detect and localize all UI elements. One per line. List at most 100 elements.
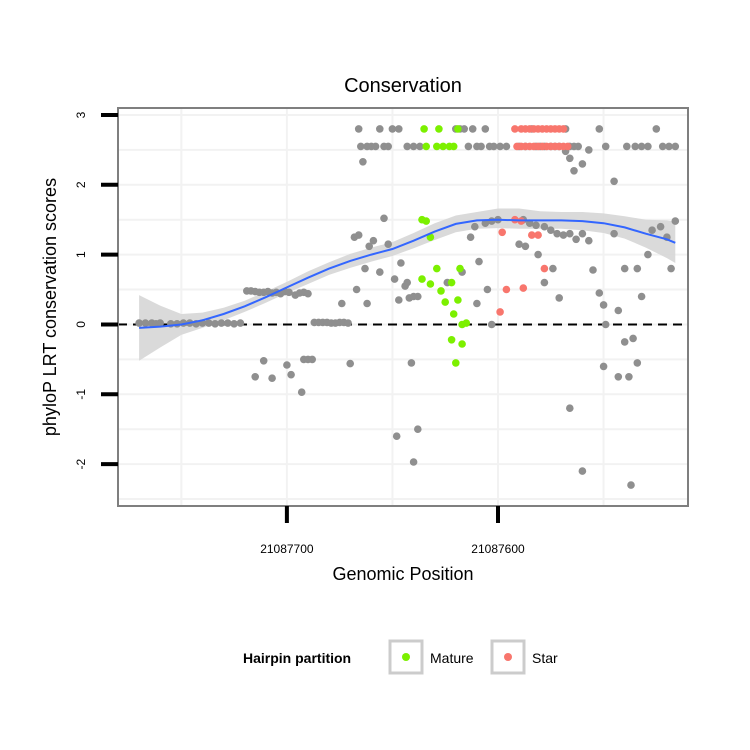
data-point-other — [572, 235, 580, 244]
data-point-other — [390, 275, 399, 283]
data-point-other — [477, 142, 485, 151]
data-point-other — [540, 278, 549, 287]
data-point-mature — [426, 280, 435, 288]
data-point-other — [395, 296, 403, 304]
data-point-other — [268, 374, 276, 383]
data-point-other — [555, 294, 563, 302]
data-point-mature — [435, 125, 443, 133]
x-tick-label: 21087700 — [260, 542, 314, 556]
data-point-other — [371, 142, 380, 151]
data-point-other — [620, 338, 629, 346]
data-point-other — [460, 125, 469, 133]
data-point-other — [595, 125, 604, 133]
data-point-other — [665, 142, 673, 151]
data-point-mature — [462, 319, 471, 327]
data-point-other — [566, 404, 574, 413]
data-point-other — [211, 320, 219, 328]
data-point-other — [297, 388, 306, 397]
data-point-star — [519, 284, 528, 292]
data-point-other — [487, 217, 496, 225]
data-point-other — [304, 289, 312, 298]
data-point-mature — [447, 336, 456, 344]
legend-item-star: Star — [490, 639, 558, 675]
data-point-other — [578, 160, 587, 168]
data-point-other — [633, 264, 642, 273]
x-tick-label: 21087600 — [471, 542, 525, 556]
data-point-other — [338, 299, 346, 308]
data-point-other — [217, 319, 226, 327]
data-point-other — [566, 154, 574, 163]
data-point-other — [671, 142, 680, 151]
data-point-other — [414, 292, 422, 301]
data-point-mature — [449, 142, 458, 151]
plot-panel — [117, 107, 689, 507]
data-point-other — [623, 142, 631, 151]
data-point-other — [610, 229, 618, 238]
data-point-other — [490, 142, 498, 151]
data-point-other — [361, 264, 369, 273]
data-point-other — [578, 229, 587, 238]
data-point-other — [481, 125, 490, 133]
data-point-mature — [441, 298, 450, 306]
data-point-star — [534, 231, 542, 239]
y-tick-label: 1 — [74, 251, 88, 258]
data-point-other — [487, 320, 496, 329]
data-point-other — [380, 214, 388, 223]
data-point-other — [230, 320, 238, 328]
data-point-other — [625, 373, 633, 381]
data-point-other — [570, 167, 578, 175]
data-point-other — [409, 458, 418, 466]
data-point-other — [629, 334, 637, 343]
data-point-other — [376, 125, 384, 133]
data-points — [135, 125, 680, 489]
data-point-other — [599, 362, 608, 371]
legend: Hairpin partition Mature Star — [243, 639, 558, 675]
data-point-other — [601, 142, 610, 151]
data-point-other — [644, 250, 652, 259]
data-point-other — [354, 125, 363, 133]
data-point-other — [637, 292, 646, 301]
smooth-trend-line — [139, 218, 676, 329]
data-point-star — [502, 285, 511, 294]
data-point-mature — [437, 287, 445, 295]
data-point-other — [578, 467, 587, 475]
data-point-star — [528, 231, 536, 239]
data-point-other — [466, 233, 475, 241]
data-point-other — [388, 125, 397, 133]
data-point-other — [644, 142, 652, 151]
data-point-other — [610, 177, 618, 186]
data-point-other — [384, 142, 393, 151]
legend-label-mature: Mature — [430, 650, 474, 666]
data-point-other — [671, 217, 680, 225]
panel-background — [118, 108, 688, 506]
data-point-mature — [422, 217, 431, 225]
data-point-star — [496, 308, 504, 316]
legend-key-star — [504, 653, 512, 661]
confidence-band — [139, 208, 676, 361]
data-point-star — [559, 125, 568, 133]
data-point-mature — [449, 310, 458, 318]
data-point-other — [283, 361, 291, 369]
data-point-other — [559, 231, 568, 239]
data-point-other — [407, 359, 416, 367]
data-point-mature — [447, 278, 456, 287]
data-point-mature — [452, 359, 460, 367]
data-point-other — [236, 319, 245, 327]
data-point-other — [384, 240, 393, 248]
data-point-other — [359, 158, 367, 166]
data-point-other — [403, 278, 412, 287]
y-tick-label: 0 — [74, 321, 88, 328]
data-point-other — [392, 432, 401, 441]
data-point-other — [614, 373, 623, 381]
data-point-star — [540, 264, 549, 273]
data-point-other — [595, 289, 604, 297]
panel-border — [117, 107, 689, 507]
data-point-mature — [433, 142, 441, 151]
data-point-other — [357, 142, 365, 151]
data-point-other — [667, 264, 675, 273]
legend-title: Hairpin partition — [243, 650, 351, 666]
data-point-other — [648, 226, 656, 234]
data-point-other — [473, 299, 481, 308]
data-point-other — [409, 142, 418, 151]
